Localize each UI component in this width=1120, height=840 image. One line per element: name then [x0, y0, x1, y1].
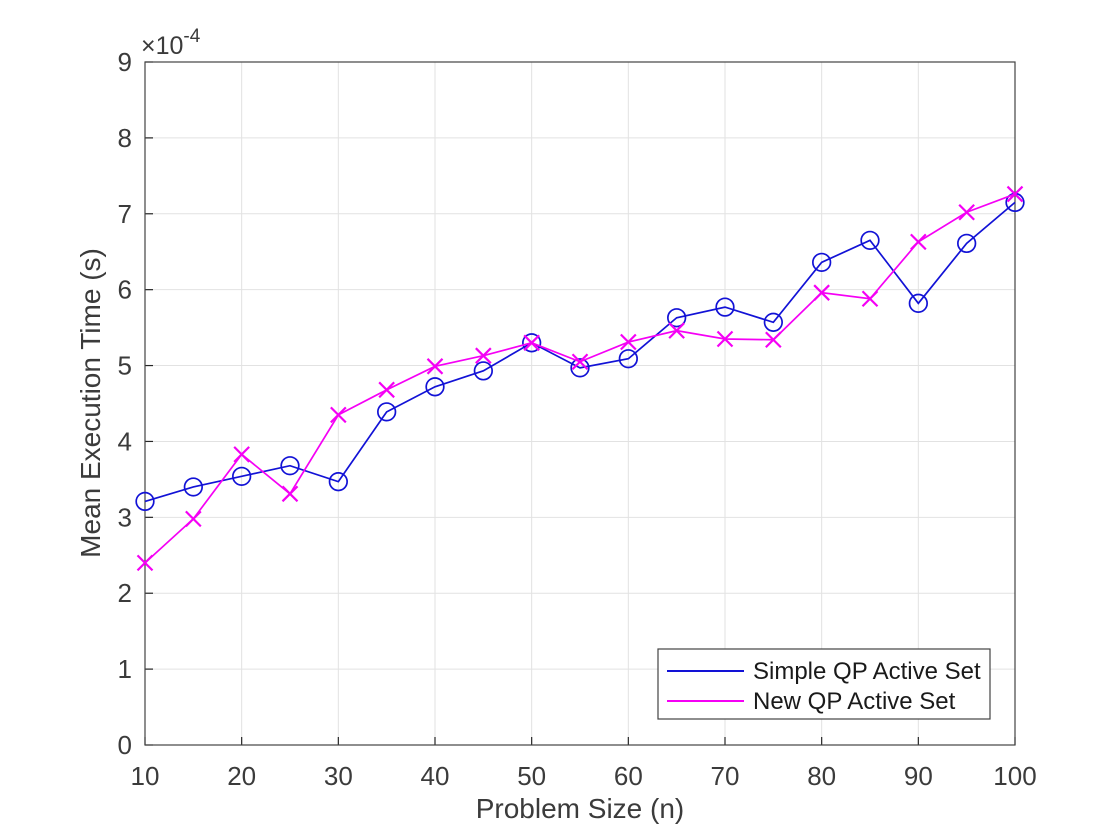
y-axis-exponent: ×10-4	[141, 26, 201, 60]
y-tick-label: 3	[118, 502, 132, 532]
data-point-marker-circle	[957, 233, 977, 254]
data-point-marker-x	[716, 330, 734, 348]
x-tick-label: 80	[807, 761, 836, 791]
y-tick-label: 4	[118, 426, 132, 456]
plot-box	[144, 61, 1016, 746]
data-point-marker-x	[475, 347, 492, 364]
y-tick-label: 2	[118, 578, 132, 608]
data-point-marker-x	[378, 381, 395, 399]
data-point-marker-x	[765, 331, 782, 349]
data-point-marker-circle	[860, 230, 880, 250]
legend-box	[657, 648, 991, 720]
x-tick-label: 10	[131, 761, 160, 791]
data-point-marker-x	[523, 334, 540, 352]
y-tick-label: 7	[118, 199, 132, 229]
y-axis-label: Mean Execution Time (s)	[75, 248, 106, 558]
x-tick-label: 90	[904, 761, 933, 791]
data-point-marker-circle	[280, 456, 300, 476]
data-point-marker-x	[281, 485, 299, 503]
series-simple-qp-active-set	[135, 192, 1025, 512]
data-point-marker-x	[136, 554, 154, 572]
data-point-marker-x	[233, 446, 250, 463]
data-point-marker-circle	[232, 466, 252, 487]
data-point-marker-circle	[328, 472, 348, 492]
tick-label-layer: 10 20 30 40 50 60 70 80 90 100 0 1 2 3 4 5 6 7 8 9	[118, 47, 1037, 791]
grid-layer	[145, 62, 1015, 745]
x-tick-label: 20	[227, 761, 256, 791]
exponent-power: -4	[183, 26, 200, 47]
series-line-new-qp-active-set	[144, 193, 1016, 564]
data-point-marker-x	[571, 353, 589, 371]
data-point-marker-x	[1006, 185, 1024, 203]
x-tick-label: 70	[711, 761, 740, 791]
data-point-marker-circle	[183, 477, 203, 497]
y-tick-label: 8	[118, 123, 132, 153]
data-point-marker-circle	[377, 402, 397, 422]
data-point-marker-x	[330, 406, 347, 424]
data-point-marker-x	[668, 322, 685, 339]
x-tick-label: 60	[614, 761, 643, 791]
data-point-marker-circle	[667, 308, 687, 328]
data-point-marker-x	[620, 333, 637, 351]
series-line-simple-qp-active-set	[144, 201, 1016, 503]
tick-layer	[144, 61, 1016, 746]
data-point-marker-circle	[522, 333, 542, 353]
data-point-marker-circle	[763, 312, 783, 332]
exponent-base: ×10	[141, 32, 183, 60]
x-axis-label: Problem Size (n)	[476, 793, 685, 824]
y-tick-label: 6	[118, 275, 132, 305]
x-tick-label: 100	[993, 761, 1036, 791]
data-point-marker-x	[185, 510, 202, 528]
data-point-marker-x	[861, 290, 879, 308]
data-point-marker-circle	[473, 361, 493, 381]
data-point-marker-circle	[135, 491, 155, 512]
y-tick-label: 9	[118, 47, 132, 77]
data-point-marker-circle	[715, 297, 735, 317]
data-point-marker-circle	[812, 252, 832, 272]
x-tick-label: 40	[421, 761, 450, 791]
x-tick-label: 50	[517, 761, 546, 791]
legend: Simple QP Active Set New QP Active Set	[657, 648, 991, 720]
data-point-marker-x	[910, 233, 927, 251]
data-point-marker-x	[426, 358, 444, 375]
series-layer	[135, 185, 1025, 572]
y-tick-label: 0	[118, 730, 132, 760]
legend-label-new-qp: New QP Active Set	[753, 688, 956, 715]
legend-label-simple-qp: Simple QP Active Set	[753, 658, 981, 685]
data-point-marker-x	[958, 203, 975, 221]
data-point-marker-circle	[908, 293, 928, 313]
data-point-marker-circle	[570, 358, 590, 378]
series-new-qp-active-set	[136, 185, 1024, 572]
data-point-marker-circle	[618, 349, 638, 369]
data-point-marker-x	[813, 284, 830, 301]
y-tick-label: 1	[118, 654, 132, 684]
x-tick-label: 30	[324, 761, 353, 791]
y-tick-label: 5	[118, 351, 132, 381]
data-point-marker-circle	[425, 377, 445, 397]
